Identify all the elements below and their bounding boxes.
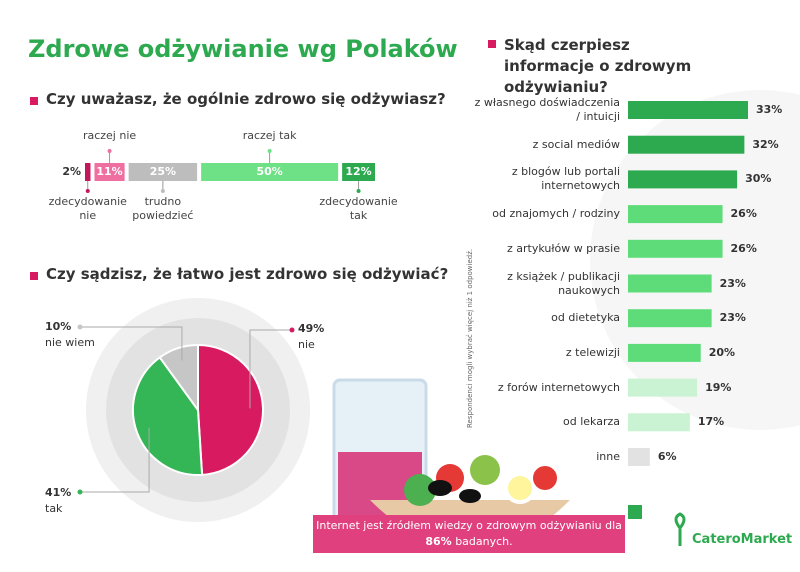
bar	[628, 135, 745, 154]
section-title: Czy uważasz, że ogólnie zdrowo się odżyw…	[46, 90, 446, 108]
bar	[628, 378, 698, 397]
callout-highlight: 86%	[425, 535, 452, 548]
salad-leaf	[404, 474, 436, 506]
segment-name: zdecydowanie nie	[48, 195, 127, 222]
category-label: z telewizji	[565, 345, 620, 359]
pie-slice	[158, 343, 199, 414]
section-marker	[30, 97, 38, 105]
category-label: od dietetyka	[551, 311, 620, 325]
leader-dot	[160, 189, 165, 193]
bar	[628, 101, 748, 119]
salad-olive	[428, 480, 452, 496]
leader-dot	[85, 189, 90, 193]
salad-tomato	[533, 466, 557, 490]
value-label: 26%	[730, 207, 757, 221]
callout: Internet jest źródłem wiedzy o zdrowym o…	[313, 518, 625, 550]
value-label: 20%	[708, 345, 736, 359]
leader-line	[249, 329, 292, 409]
category-label: z blogów lub portali internetowych	[511, 165, 620, 193]
category-label: z artykułów w prasie	[506, 241, 620, 255]
value-label: 30%	[745, 172, 772, 186]
leader-line	[80, 326, 183, 361]
value-label: 19%	[705, 380, 732, 394]
bar	[628, 205, 723, 224]
value-label: 25%	[149, 165, 177, 178]
callout-text: badanych.	[455, 535, 513, 548]
category-label: nie wiem	[45, 336, 95, 349]
value-label: 23%	[719, 276, 746, 290]
brand: CateroMarket	[692, 532, 793, 547]
bar-segment	[94, 163, 125, 181]
value-label: 33%	[756, 103, 783, 116]
bar-segment	[342, 163, 375, 181]
salad-olive	[459, 489, 481, 503]
bar	[628, 309, 712, 328]
bar-segment	[201, 163, 339, 181]
category-label: nie	[298, 338, 315, 351]
value-label: 6%	[657, 450, 677, 463]
segment-name: trudno powiedzieć	[132, 195, 194, 222]
callout-box	[313, 515, 625, 553]
value-label: 41%	[45, 486, 72, 499]
category-label: z własnego doświadczenia / intuicji	[474, 96, 620, 123]
bar	[628, 448, 650, 466]
leader-line	[80, 427, 150, 493]
value-label: 12%	[345, 165, 372, 178]
pie-slice	[197, 343, 264, 476]
leader-dot	[107, 149, 112, 153]
bar	[628, 343, 701, 362]
section-marker	[488, 40, 496, 48]
page-title: Zdrowe odżywianie wg Polaków	[28, 35, 458, 63]
leader-dot	[356, 189, 361, 193]
callout-marker	[628, 505, 642, 519]
bar	[628, 413, 690, 432]
value-label: 23%	[719, 311, 746, 325]
category-label: z social mediów	[532, 137, 620, 151]
value-label: 10%	[45, 320, 72, 333]
leader-dot	[267, 149, 272, 153]
value-label: 11%	[96, 165, 123, 178]
value-label: 17%	[697, 415, 725, 429]
bar	[628, 274, 712, 293]
bar-segment	[85, 163, 91, 181]
value-label: 49%	[298, 322, 325, 335]
pie-slice	[132, 356, 204, 476]
category-label: z forów internetowych	[497, 380, 620, 394]
category-label: od lekarza	[563, 415, 620, 429]
value-label: 2%	[62, 165, 81, 178]
value-label: 32%	[752, 137, 779, 151]
section-marker	[30, 272, 38, 280]
bar	[628, 239, 723, 258]
leader-dot	[289, 327, 295, 333]
segment-name: raczej tak	[242, 129, 297, 142]
category-label: tak	[45, 502, 63, 515]
salad-egg	[504, 472, 536, 504]
leader-dot	[77, 489, 83, 495]
category-label: od znajomych / rodziny	[492, 207, 620, 221]
segment-name: zdecydowanie tak	[319, 195, 398, 222]
value-label: 26%	[730, 241, 757, 255]
salad-leaf	[470, 455, 500, 485]
section-title: Czy sądzisz, że łatwo jest zdrowo się od…	[46, 265, 449, 283]
callout-text: Internet jest źródłem wiedzy o zdrowym o…	[316, 519, 622, 532]
brand-logo	[674, 512, 686, 546]
section-title: Skąd czerpiesz informacje o zdrowym odży…	[504, 36, 692, 96]
bar	[628, 170, 738, 189]
bar-segment	[128, 163, 198, 181]
category-label: inne	[596, 450, 620, 463]
leader-dot	[77, 324, 83, 330]
segment-name: raczej nie	[82, 129, 137, 142]
value-label: 50%	[256, 165, 283, 178]
category-label: z książek / publikacji naukowych	[507, 269, 620, 297]
